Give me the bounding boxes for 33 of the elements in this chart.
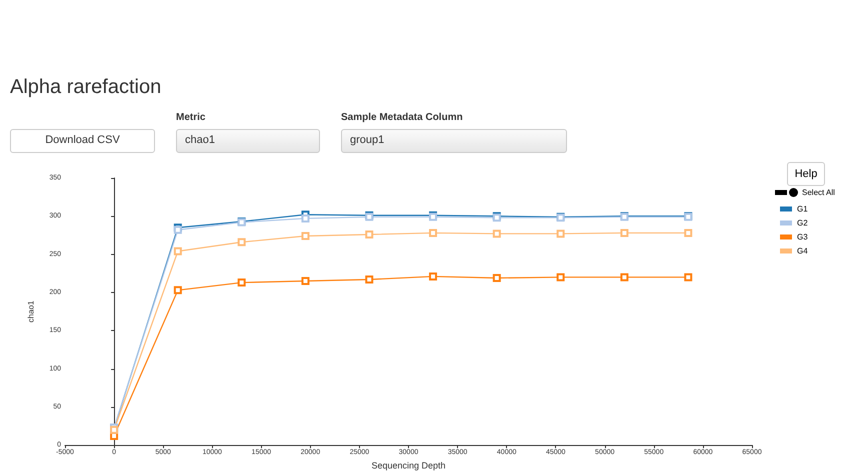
point — [429, 228, 438, 237]
x-axis-title: Sequencing Depth — [371, 460, 446, 470]
point — [620, 273, 628, 282]
text: Metric — [176, 112, 206, 123]
point — [365, 230, 374, 238]
text: Sample Metadata Column — [341, 112, 463, 123]
point — [174, 286, 182, 294]
legend-label: G1 — [797, 204, 808, 214]
point — [238, 278, 246, 287]
text: group1 — [341, 129, 567, 153]
point — [301, 214, 310, 222]
text: Download CSV — [10, 129, 155, 153]
text: Help — [787, 162, 825, 186]
legend-label: G2 — [797, 218, 808, 228]
point — [620, 228, 628, 237]
legend-label: G4 — [797, 246, 808, 256]
point — [365, 276, 374, 284]
point — [174, 247, 182, 256]
y-axis-title: chao1 — [26, 300, 36, 322]
chart-title: Alpha rarefaction — [10, 76, 162, 99]
point — [238, 238, 246, 246]
point — [301, 232, 310, 240]
point — [301, 277, 310, 286]
point — [684, 228, 692, 237]
point — [556, 230, 565, 238]
text: Select All — [802, 188, 835, 197]
legend-label: G3 — [797, 232, 808, 242]
point — [492, 274, 501, 282]
point — [429, 272, 438, 280]
point — [492, 230, 501, 238]
point — [556, 273, 565, 282]
point — [684, 273, 692, 282]
text: chao1 — [176, 129, 320, 153]
